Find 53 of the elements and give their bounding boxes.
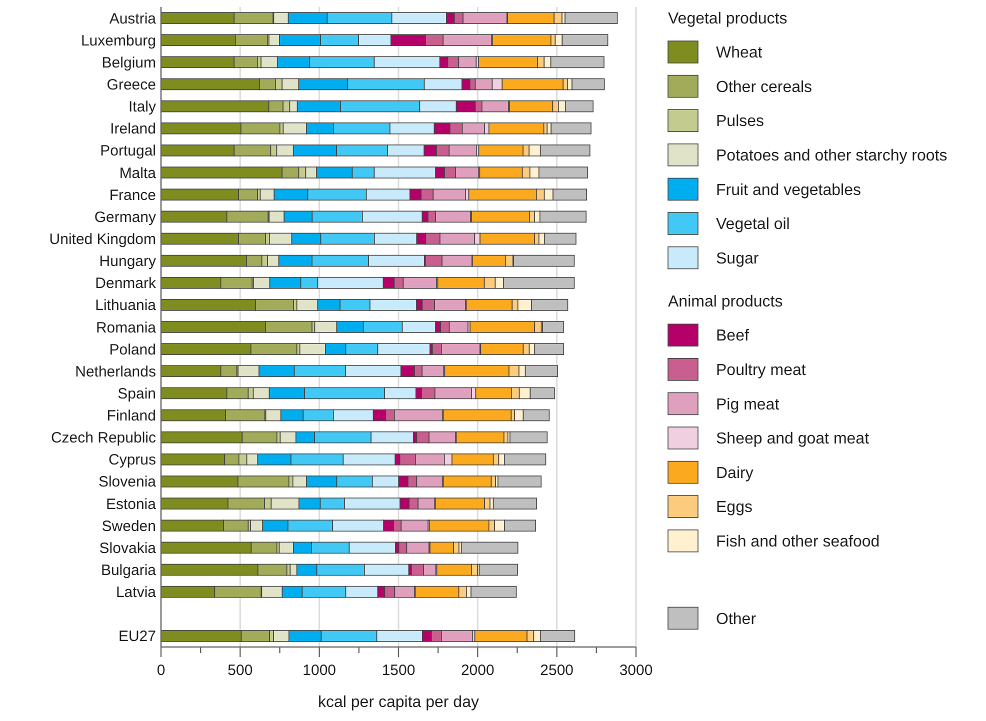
legend-label: Pulses (716, 113, 764, 130)
legend-label: Other cereals (716, 78, 812, 96)
legend-label: Fish and other seafood (716, 534, 880, 550)
y-tick-label: Germany (94, 208, 156, 226)
x-tick-label: 2000 (460, 662, 494, 679)
x-tick-label: 1500 (382, 662, 416, 679)
x-tick-label: 500 (228, 662, 253, 679)
x-tick-label: 2500 (540, 662, 574, 679)
legend-label: Fruit and vegetables (716, 182, 861, 199)
text: Vegetal products (668, 10, 788, 28)
y-tick-label: Latvia (116, 584, 157, 602)
x-axis-title: kcal per capita per day (318, 694, 479, 711)
y-tick-label: Hungary (99, 253, 156, 270)
y-tick-label: Sweden (102, 518, 156, 535)
legend-label: Sugar (716, 250, 760, 268)
y-tick-label: Spain (118, 385, 156, 402)
legend-label: Sheep and goat meat (716, 430, 870, 448)
y-tick-label: EU27 (118, 628, 156, 646)
y-tick-label: Greece (106, 76, 156, 94)
y-tick-label: Estonia (106, 496, 157, 513)
legend-label: Beef (716, 328, 750, 345)
y-tick-label: Cyprus (108, 452, 156, 469)
y-tick-label: Poland (109, 341, 156, 358)
y-tick-label: Denmark (95, 275, 156, 292)
y-tick-label: Finland (106, 408, 156, 425)
y-tick-label: Belgium (102, 54, 156, 72)
y-tick-label: Slovenia (98, 474, 157, 491)
x-tick-label: 1000 (302, 662, 336, 679)
legend-label: Eggs (716, 499, 752, 516)
legend-label: Other (716, 610, 757, 628)
text: Animal products (668, 294, 783, 311)
y-tick-label: Luxemburg (80, 32, 156, 50)
y-tick-label: Czech Republic (50, 430, 156, 447)
y-tick-label: Malta (119, 164, 157, 182)
y-tick-label: Portugal (100, 142, 156, 160)
y-tick-label: Austria (109, 10, 157, 28)
legend-label: Vegetal oil (716, 216, 790, 234)
y-tick-label: Romania (96, 319, 157, 336)
x-tick-label: 0 (156, 662, 166, 679)
legend-label: Wheat (716, 44, 763, 62)
y-tick-label: France (109, 186, 156, 204)
y-tick-label: Lithuania (95, 297, 157, 314)
legend-label: Poultry meat (716, 362, 806, 379)
x-tick-label: 3000 (619, 662, 653, 679)
y-tick-label: United Kingdom (49, 230, 156, 248)
y-tick-label: Slovakia (99, 540, 157, 557)
legend-label: Dairy (716, 464, 754, 482)
legend-label: Potatoes and other starchy roots (716, 148, 948, 164)
y-tick-label: Netherlands (75, 363, 156, 380)
y-tick-label: Bulgaria (100, 562, 157, 580)
legend-label: Pig meat (716, 396, 780, 414)
y-tick-label: Italy (128, 98, 156, 116)
y-tick-label: Ireland (110, 120, 156, 138)
